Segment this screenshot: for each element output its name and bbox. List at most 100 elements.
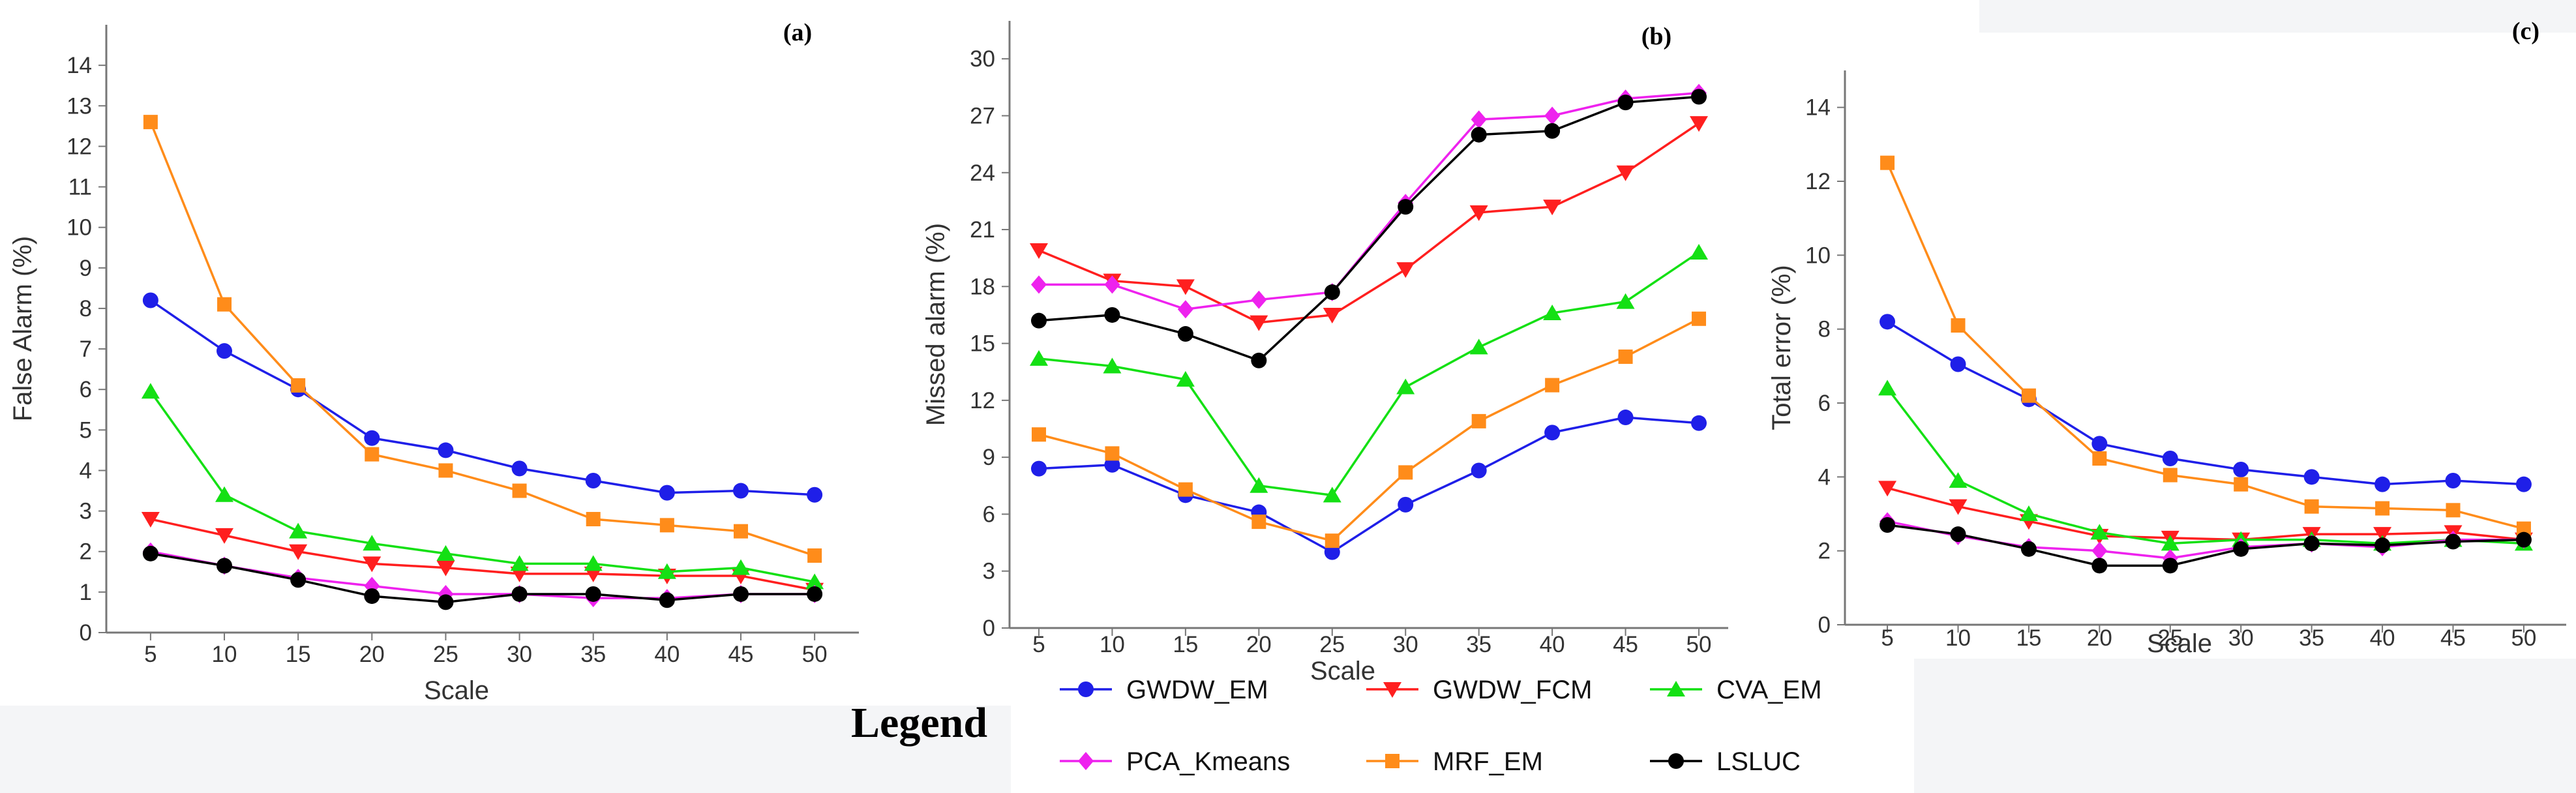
x-tick-label: 45 [1613, 632, 1638, 657]
data-point-cva-em [1469, 338, 1488, 355]
data-point-gwdw-em [1324, 544, 1340, 560]
series-line-gwdw-fcm [1038, 122, 1700, 324]
x-tick-label: 15 [2016, 625, 2041, 651]
legend-label-cva-em: CVA_EM [1716, 676, 1822, 704]
data-point-lsluc [2162, 558, 2178, 574]
data-point-lsluc [1398, 199, 1414, 215]
data-point-cva-em [1949, 472, 1968, 488]
y-tick-label: 14 [1805, 95, 1831, 121]
data-point-gwdw-em [1617, 410, 1634, 426]
data-point-mrf-em [586, 512, 601, 527]
x-tick-label: 50 [2511, 625, 2536, 651]
series-line-mrf-em [149, 121, 815, 557]
data-point-cva-em [1029, 350, 1048, 366]
data-point-lsluc [1471, 127, 1487, 143]
legend: Legend GWDW_EM GWDW_FCM CVA_EM PCA_Kmeans MRF… [851, 676, 1822, 776]
y-tick-label: 6 [1818, 391, 1831, 416]
x-tick-label: 20 [1246, 632, 1272, 657]
data-point-cva-em [805, 573, 824, 590]
x-tick-label: 10 [212, 642, 237, 667]
data-point-mrf-em [1031, 427, 1046, 442]
legend-label-mrf-em: MRF_EM [1433, 747, 1543, 776]
x-tick-label: 35 [1466, 632, 1491, 657]
data-point-gwdw-em [585, 473, 601, 488]
data-point-cva-em [1103, 357, 1122, 374]
data-point-mrf-em [2375, 501, 2390, 516]
data-point-gwdw-fcm [1616, 165, 1635, 181]
y-tick-label: 27 [970, 103, 995, 128]
y-tick-label: 8 [1818, 317, 1831, 342]
series-line-cva-em [1886, 387, 2524, 545]
data-point-cva-em [731, 559, 750, 575]
x-tick-label: 45 [728, 642, 754, 667]
y-tick-label: 3 [80, 499, 92, 524]
y-axis-title: False Alarm (%) [8, 236, 37, 422]
y-tick-label: 7 [80, 337, 92, 362]
data-point-gwdw-em [2091, 436, 2108, 452]
data-point-mrf-em [2446, 503, 2461, 518]
data-point-cva-em [2019, 505, 2038, 521]
data-point-lsluc [1544, 123, 1561, 139]
series-line-gwdw-em [149, 299, 815, 496]
data-point-gwdw-fcm [1029, 243, 1048, 260]
data-point-gwdw-em [1880, 314, 1896, 330]
data-point-mrf-em [2163, 468, 2178, 483]
data-point-mrf-em [1398, 465, 1413, 480]
x-tick-label: 25 [433, 642, 458, 667]
data-point-lsluc [511, 586, 528, 602]
data-point-mrf-em [1471, 413, 1486, 428]
data-point-mrf-em [1692, 311, 1707, 326]
y-tick-label: 10 [67, 215, 92, 241]
y-tick-label: 2 [80, 539, 92, 565]
y-tick-label: 1 [80, 580, 92, 605]
data-point-gwdw-em [364, 430, 380, 446]
y-tick-label: 4 [80, 458, 92, 483]
data-point-lsluc [2374, 537, 2391, 554]
data-point-lsluc [2020, 541, 2037, 557]
data-point-mrf-em [2304, 499, 2319, 514]
y-tick-label: 12 [970, 388, 995, 413]
series-line-gwdw-em [1887, 320, 2524, 486]
data-point-lsluc [2445, 533, 2461, 550]
data-point-gwdw-em [1030, 460, 1047, 477]
series-line-lsluc [150, 552, 815, 604]
data-point-mrf-em [1880, 155, 1895, 170]
data-point-lsluc [659, 592, 675, 608]
legend-marker-gwdw-fcm [1383, 682, 1401, 698]
data-point-gwdw-fcm [141, 512, 160, 528]
data-point-lsluc [2091, 558, 2108, 574]
legend-marker-gwdw-em [1078, 681, 1094, 697]
data-point-mrf-em [2021, 388, 2036, 403]
x-tick-label: 30 [1393, 632, 1418, 657]
x-tick-label: 20 [2087, 625, 2112, 651]
data-point-cva-em [1250, 477, 1268, 493]
x-tick-label: 30 [507, 642, 532, 667]
x-tick-label: 35 [2299, 625, 2324, 651]
data-point-gwdw-fcm [436, 560, 455, 576]
data-point-lsluc [2515, 531, 2532, 548]
data-point-mrf-em [807, 548, 822, 563]
data-point-lsluc [2303, 535, 2320, 552]
data-point-cva-em [1690, 243, 1709, 260]
x-tick-label: 15 [286, 642, 311, 667]
data-point-cva-em [1543, 305, 1562, 321]
data-point-gwdw-fcm [1323, 307, 1341, 323]
data-point-mrf-em [217, 297, 232, 312]
series-line-mrf-em [1886, 162, 2524, 530]
data-point-gwdw-fcm [1250, 315, 1268, 331]
data-point-lsluc [1177, 326, 1193, 342]
y-tick-label: 8 [80, 296, 92, 322]
x-tick-label: 50 [802, 642, 828, 667]
data-point-cva-em [2090, 524, 2109, 540]
data-point-cva-em [1616, 293, 1635, 309]
data-point-cva-em [657, 563, 676, 579]
data-point-gwdw-em [1398, 496, 1414, 513]
data-point-mrf-em [291, 378, 306, 393]
x-axis-title: Scale [1310, 657, 1375, 685]
y-tick-label: 9 [983, 445, 995, 470]
data-point-mrf-em [1105, 446, 1120, 461]
data-point-cva-em [215, 486, 234, 502]
legend-marker-mrf-em [1385, 754, 1400, 768]
x-tick-label: 5 [1032, 632, 1045, 657]
